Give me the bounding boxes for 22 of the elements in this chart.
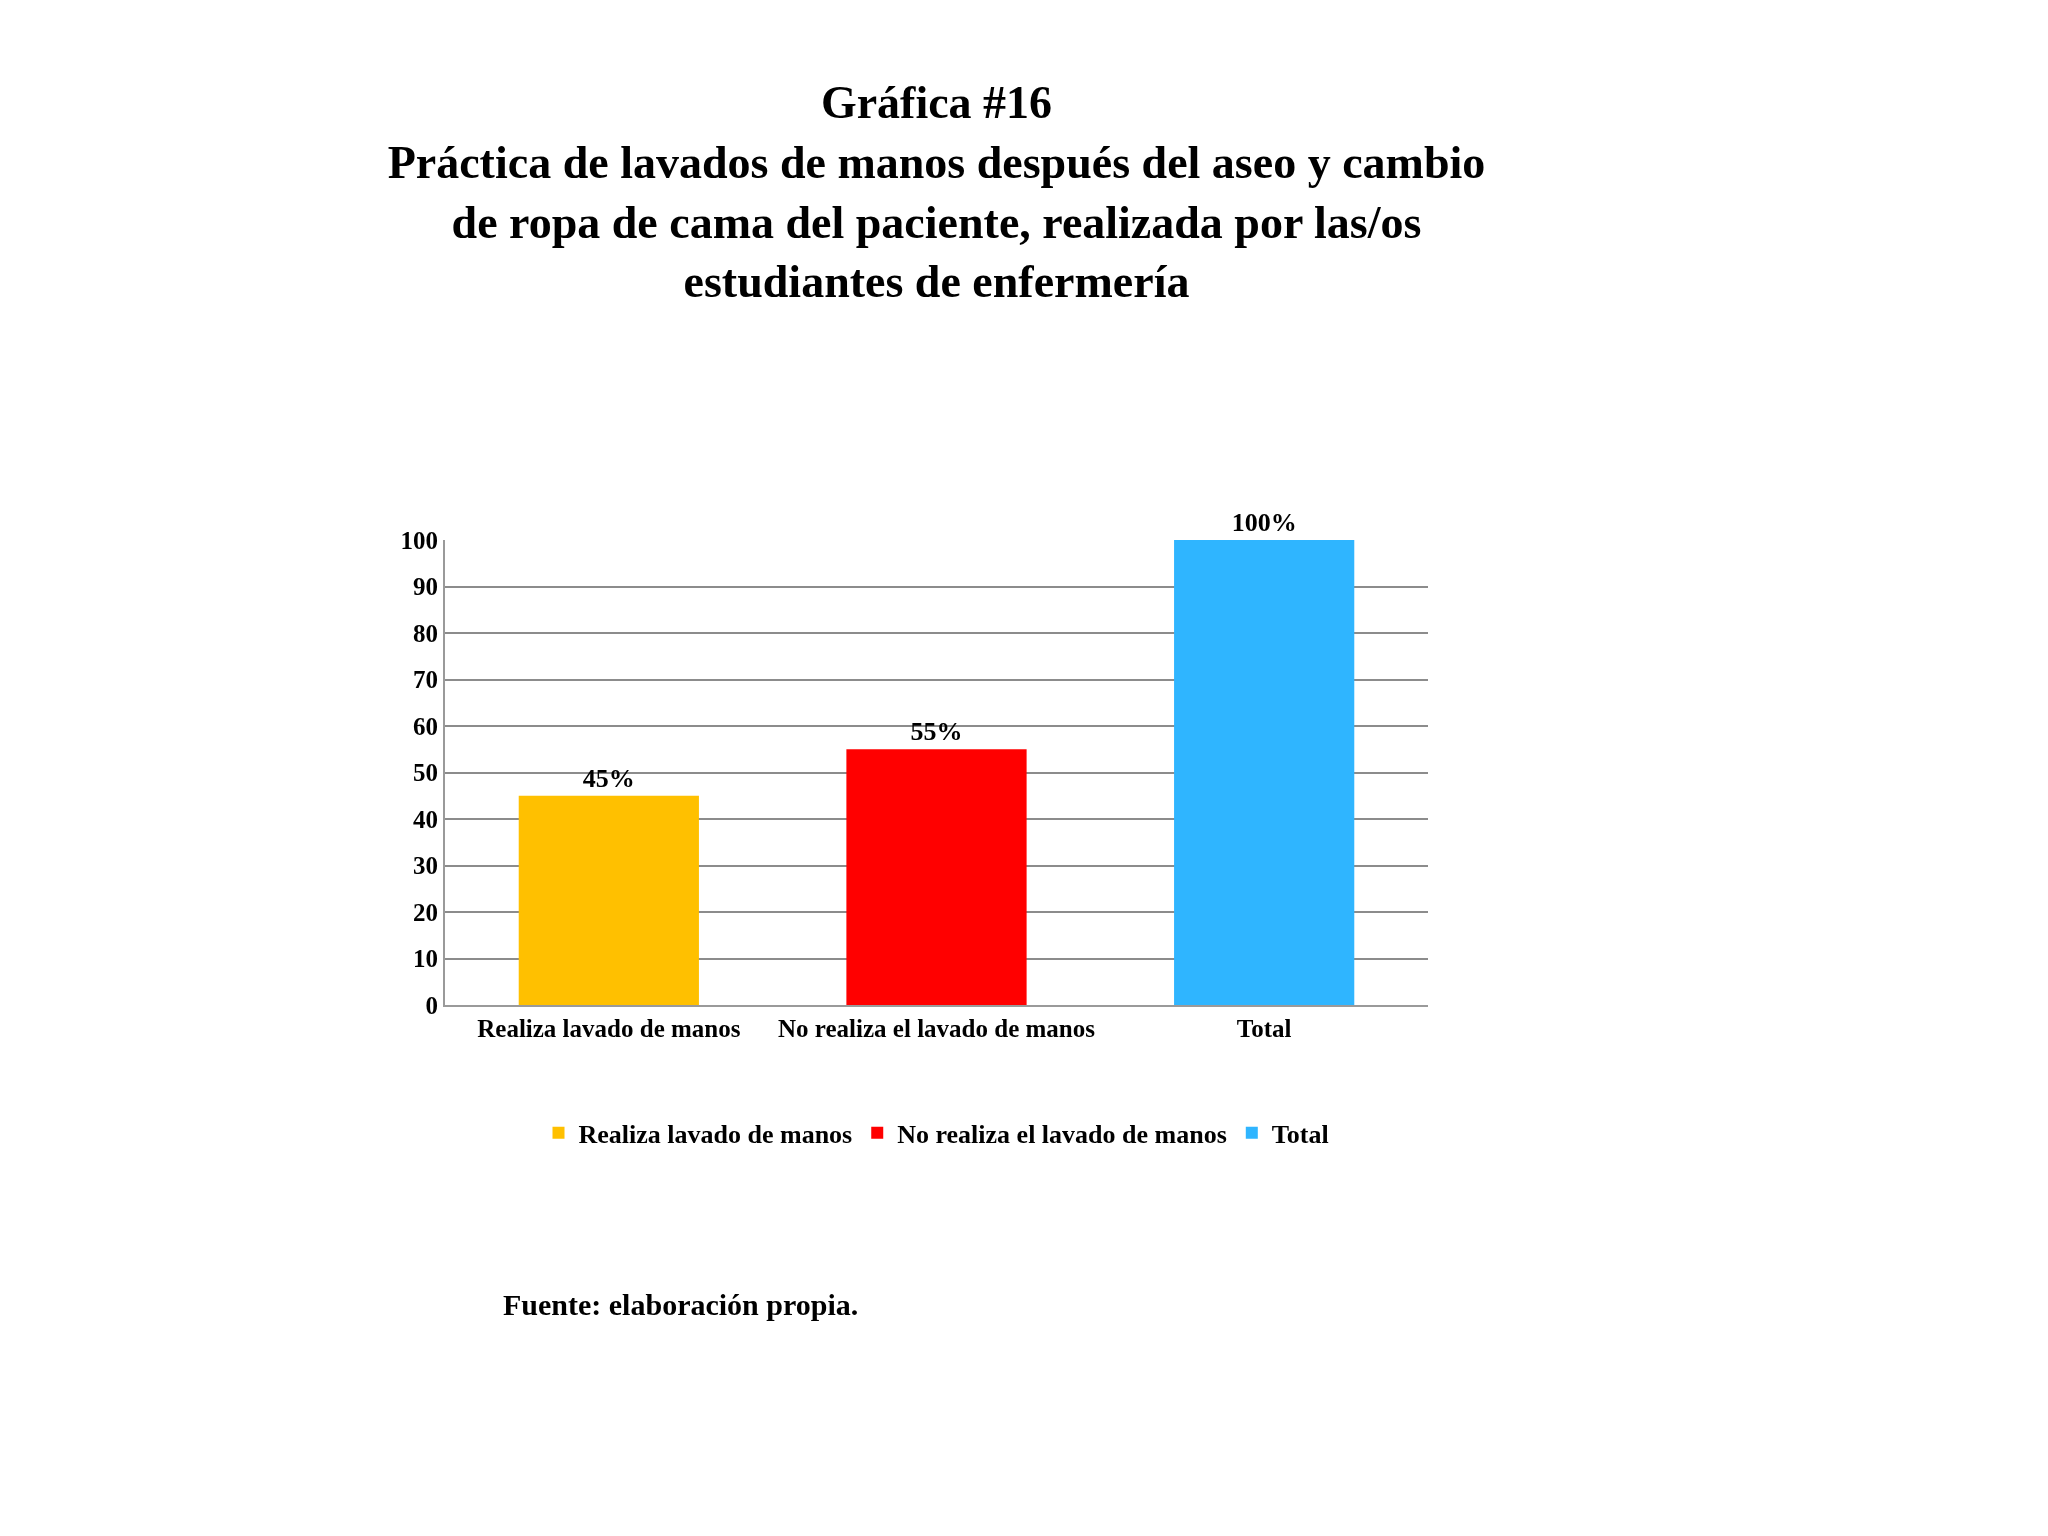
- y-tick-label: 100: [400, 526, 438, 554]
- legend-label: No realiza el lavado de manos: [897, 1119, 1227, 1149]
- y-tick-label: 60: [413, 712, 438, 740]
- y-tick-label: 20: [413, 898, 438, 926]
- data-label: 100%: [1231, 508, 1297, 537]
- x-tick-label: Realiza lavado de manos: [477, 1015, 741, 1042]
- chart-title: Gráfica #16 Práctica de lavados de manos después del aseo y cambio de ropa de cama del paciente, realizada por las/os estudiantes de enfermería: [387, 77, 1486, 308]
- y-tick-label: 30: [413, 852, 438, 880]
- y-tick-label: 10: [413, 945, 438, 973]
- y-tick-label: 80: [413, 619, 438, 647]
- y-tick-label: 50: [413, 759, 438, 787]
- legend-label: Total: [1271, 1119, 1329, 1149]
- source-note: Fuente: elaboración propia.: [503, 1288, 859, 1321]
- y-tick-label: 0: [425, 991, 438, 1019]
- y-tick-label: 70: [413, 666, 438, 694]
- y-tick-label: 90: [413, 573, 438, 601]
- data-label: 45%: [582, 763, 635, 793]
- data-label: 55%: [910, 717, 963, 747]
- y-tick-label: 40: [413, 805, 438, 833]
- x-tick-label: No realiza el lavado de manos: [778, 1015, 1096, 1042]
- x-tick-label: Total: [1236, 1015, 1292, 1042]
- legend-label: Realiza lavado de manos: [578, 1119, 853, 1149]
